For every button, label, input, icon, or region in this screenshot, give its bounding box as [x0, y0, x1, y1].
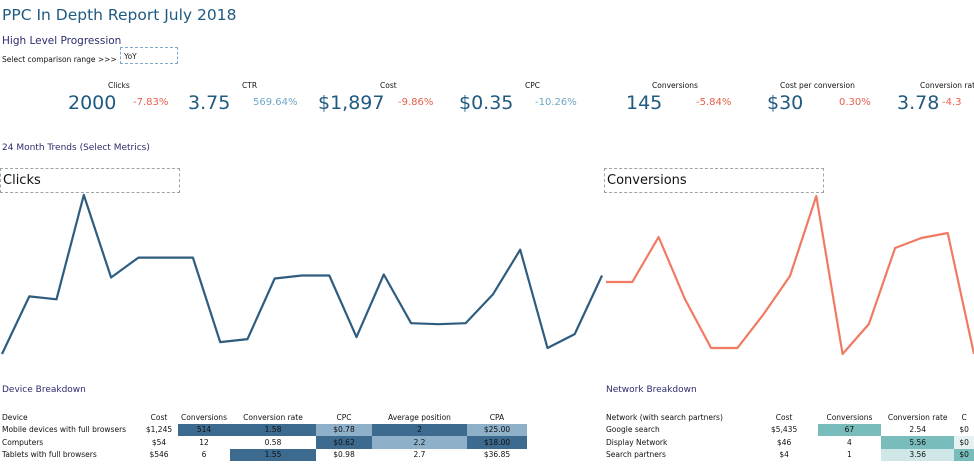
kpi-value: 145 [626, 92, 663, 114]
column-header: CPA [489, 412, 505, 422]
table-cell: $4 [779, 450, 789, 460]
kpi-label: Cost [380, 81, 397, 90]
conversions-metric-select[interactable]: Conversions [604, 168, 824, 193]
table-cell: 4 [847, 437, 852, 447]
table-cell: 1.58 [230, 423, 316, 436]
kpi-change: 0.30% [839, 97, 871, 108]
table-cell: $0.78 [316, 423, 372, 436]
table-cell: $46 [776, 437, 792, 447]
table-cell: Tablets with full browsers [2, 450, 97, 460]
table-cell: 2.54 [909, 425, 927, 435]
table-cell: $1,245 [145, 425, 173, 435]
table-cell: $36.85 [483, 450, 511, 460]
section-device: Device Breakdown [2, 385, 86, 395]
column-header: Conversion rate [243, 412, 303, 422]
table-row: Search partners $4 1 3.56 $0 [604, 448, 974, 461]
conversions-series-line [606, 194, 974, 356]
section-high-level: High Level Progression [2, 35, 122, 47]
clicks-metric-select[interactable]: Clicks [0, 168, 180, 193]
kpi-label: CTR [242, 81, 258, 90]
table-cell: 2.7 [413, 450, 426, 460]
section-trends: 24 Month Trends (Select Metrics) [2, 143, 150, 153]
table-cell: $0 [959, 425, 969, 435]
table-cell: $0.98 [333, 450, 355, 460]
kpi-value: 3.75 [188, 92, 231, 114]
kpi-label: Clicks [108, 81, 130, 90]
column-header: Conversions [181, 412, 227, 422]
section-network: Network Breakdown [606, 385, 697, 395]
table-cell: Display Network [606, 437, 668, 447]
comparison-label: Select comparison range >>> [2, 55, 117, 64]
kpi-label: CPC [525, 81, 540, 90]
table-cell: $54 [151, 437, 167, 447]
column-header: Conversion rate [887, 412, 948, 422]
table-cell: 514 [178, 423, 230, 436]
column-header: Cost [150, 412, 168, 422]
kpi-change: -9.86% [398, 97, 434, 108]
table-cell: 0.58 [264, 437, 282, 447]
kpi-value: $0.35 [459, 92, 514, 114]
kpi-change: -10.26% [535, 97, 577, 108]
kpi-change: -7.83% [133, 97, 169, 108]
column-header: Network (with search partners) [606, 412, 723, 422]
table-cell: $25.00 [467, 423, 527, 436]
table-cell: 2.2 [372, 436, 467, 449]
kpi-value: $1,897 [318, 92, 385, 114]
table-row: Display Network $46 4 5.56 $0 [604, 436, 974, 449]
table-cell: $0 [954, 448, 974, 461]
clicks-trend-chart [1, 193, 603, 355]
table-cell: Mobile devices with full browsers [2, 425, 127, 435]
network-table: Network (with search partners) Cost Conver… [604, 411, 974, 461]
kpi-change: -5.84% [696, 97, 732, 108]
table-cell: Search partners [606, 450, 666, 460]
table-cell: $0.62 [316, 436, 372, 449]
kpi-change: 569.64% [253, 97, 298, 108]
report-title: PPC In Depth Report July 2018 [2, 6, 237, 24]
column-header: C [961, 412, 967, 422]
table-cell: $18.00 [467, 436, 527, 449]
table-cell: 1 [847, 450, 852, 460]
table-cell: 2 [372, 423, 467, 436]
kpi-change: -4.3 [942, 97, 962, 108]
column-header: Device [2, 412, 28, 422]
kpi-value: 3.78 [897, 92, 940, 114]
conversions-trend-chart [605, 194, 974, 356]
kpi-value: 2000 [68, 92, 117, 114]
table-cell: Computers [2, 437, 44, 447]
table-row: Mobile devices with full browsers $1,245 5… [0, 423, 527, 436]
table-cell: $5,435 [770, 425, 798, 435]
kpi-value: $30 [767, 92, 804, 114]
table-cell: $546 [149, 450, 169, 460]
table-cell: 67 [817, 423, 881, 436]
clicks-series-line [1, 193, 603, 355]
table-cell: 6 [201, 450, 207, 460]
table-row: Tablets with full browsers $546 6 1.55 $0.98… [0, 448, 527, 461]
kpi-label: Cost per conversion [780, 81, 855, 90]
table-cell: $0 [954, 436, 974, 449]
table-row: Computers $54 12 0.58 $0.62 2.2 $18.00 [0, 436, 527, 449]
column-header: Conversions [826, 412, 873, 422]
kpi-label: Conversion rate [920, 81, 974, 90]
table-cell: 5.56 [881, 436, 955, 449]
column-header: CPC [336, 412, 352, 422]
table-cell: 1.55 [230, 448, 316, 461]
table-row: Google search $5,435 67 2.54 $0 [604, 423, 974, 436]
column-header: Average position [388, 412, 451, 422]
column-header: Cost [775, 412, 793, 422]
device-table: Device Cost Conversions Conversion rate CPC A… [0, 411, 527, 461]
kpi-label: Conversions [652, 81, 698, 90]
table-cell: 3.56 [881, 448, 955, 461]
comparison-select[interactable]: YoY [120, 47, 178, 64]
table-cell: 12 [199, 437, 209, 447]
table-cell: Google search [606, 425, 660, 435]
